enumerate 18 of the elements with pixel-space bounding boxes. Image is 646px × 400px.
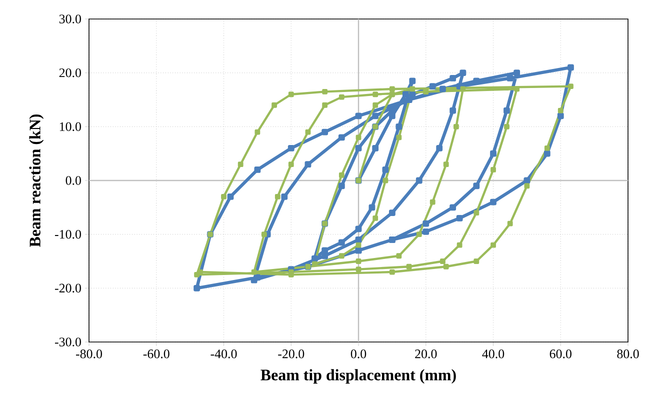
- x-tick-label: -20.0: [278, 350, 304, 358]
- y-tick-label: -10.0: [54, 230, 81, 239]
- y-tick-label: 0.0: [66, 176, 81, 185]
- y-tick-label: -30.0: [54, 338, 81, 346]
- x-tick-label: 20.0: [415, 350, 437, 358]
- x-axis-title: Beam tip displacement (mm): [260, 369, 456, 384]
- x-tick-label: 60.0: [550, 350, 572, 358]
- y-tick-label: 30.0: [59, 14, 81, 24]
- x-tick-label: 0.0: [350, 350, 366, 358]
- y-tick-label: -20.0: [54, 284, 81, 293]
- x-tick-label: -60.0: [143, 350, 170, 358]
- y-tick-label: 10.0: [60, 122, 81, 132]
- x-tick-label: 80.0: [617, 350, 639, 358]
- x-tick-label: -40.0: [210, 350, 237, 358]
- y-tick-label: 20.0: [59, 68, 81, 78]
- x-tick-label: -80.0: [76, 350, 102, 358]
- y-axis-title: Beam reaction (kN): [29, 114, 44, 247]
- x-tick-label: 40.0: [482, 350, 504, 358]
